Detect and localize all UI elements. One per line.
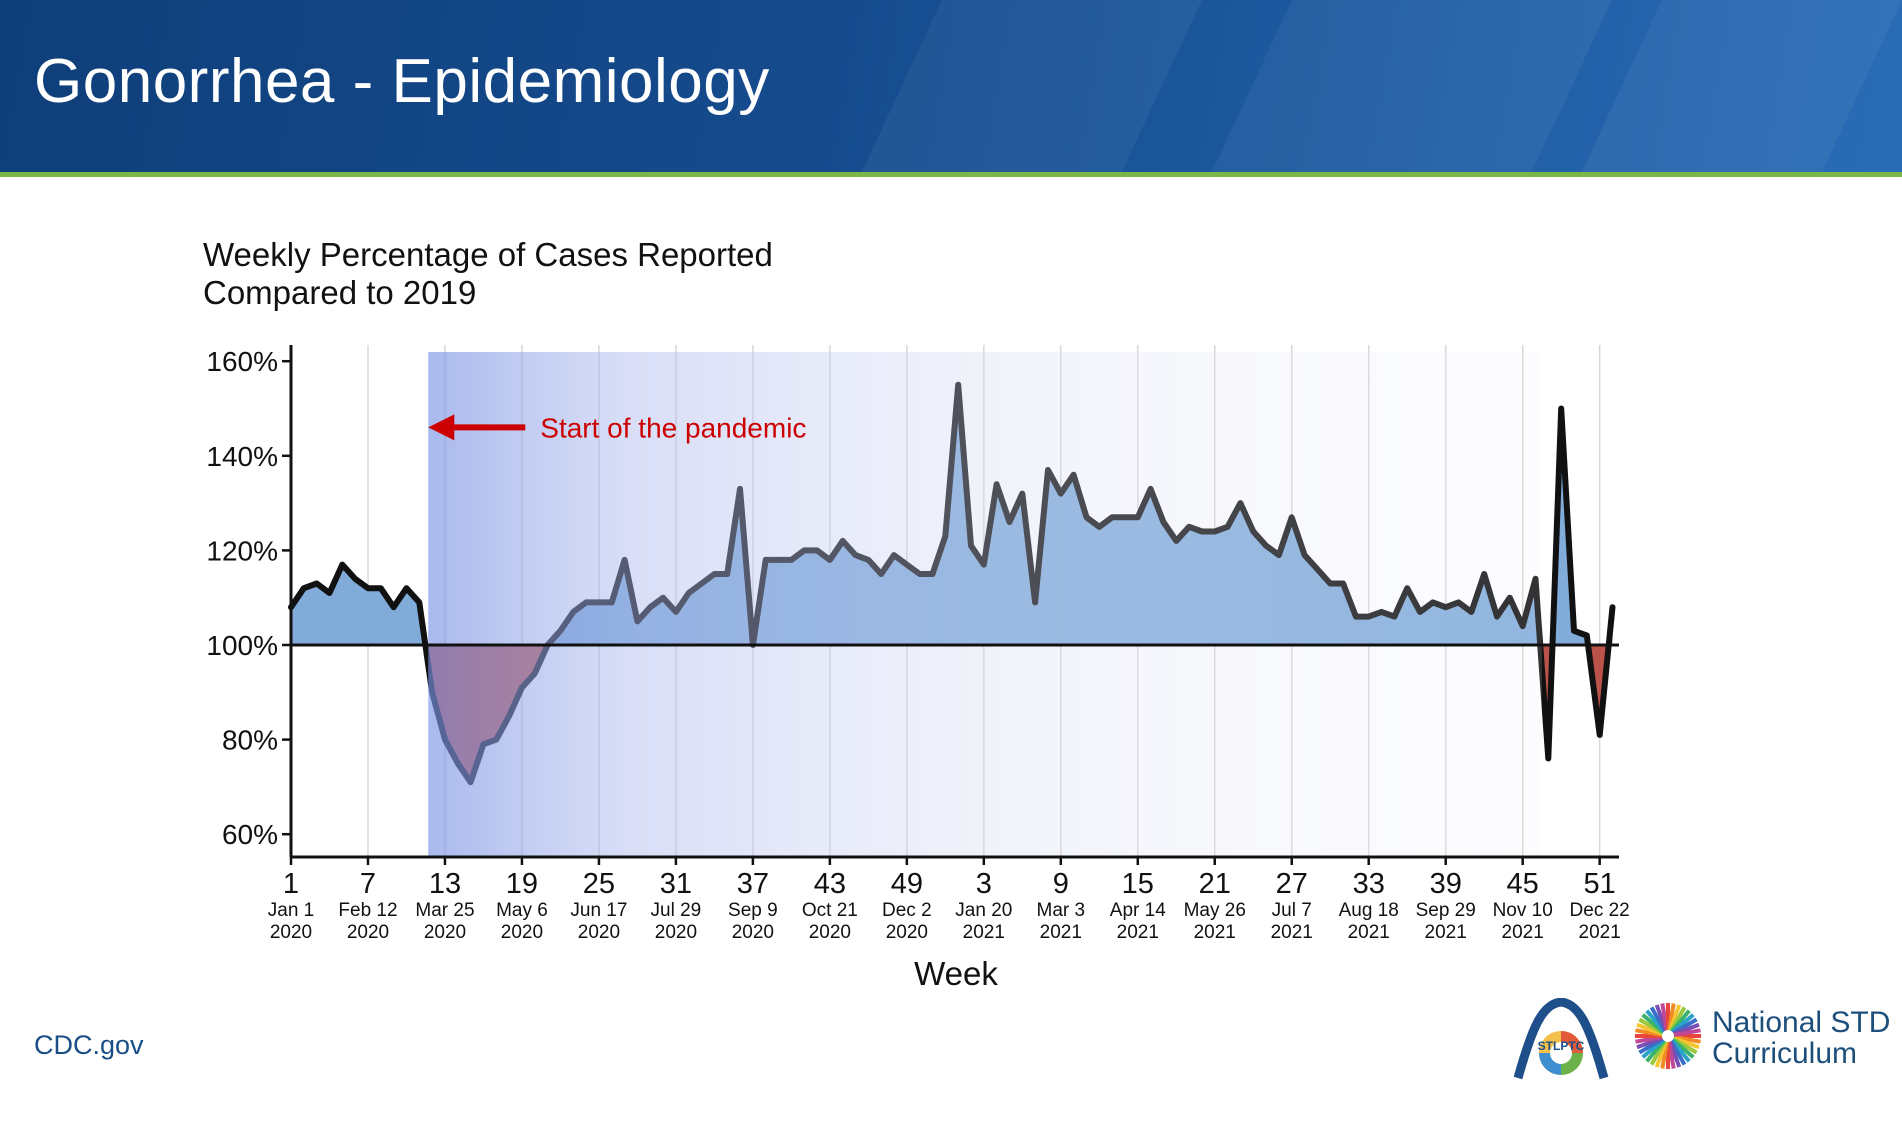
x-tick-date: Apr 14 <box>1110 900 1166 921</box>
arch-icon <box>1513 998 1609 1080</box>
x-tick-year: 2020 <box>501 922 543 943</box>
x-tick-year: 2020 <box>578 922 620 943</box>
x-tick-week: 49 <box>891 868 923 900</box>
pandemic-shaded-region <box>428 352 1542 857</box>
x-tick-year: 2020 <box>809 922 851 943</box>
annotation-text: Start of the pandemic <box>540 412 806 443</box>
y-tick-label: 80% <box>222 725 278 756</box>
x-tick-week: 45 <box>1507 868 1539 900</box>
x-tick-date: Jan 1 <box>268 900 314 921</box>
x-tick-date: Jul 7 <box>1272 900 1312 921</box>
x-tick-week: 15 <box>1122 868 1154 900</box>
x-tick-week: 43 <box>814 868 846 900</box>
x-tick-week: 51 <box>1584 868 1616 900</box>
x-tick-date: May 6 <box>496 900 548 921</box>
y-tick-label: 140% <box>206 441 278 472</box>
x-tick-date: Aug 18 <box>1339 900 1399 921</box>
x-tick-year: 2020 <box>732 922 774 943</box>
y-tick-label: 160% <box>206 346 278 377</box>
x-tick-week: 37 <box>737 868 769 900</box>
nstd-line-1: National STD <box>1712 1006 1891 1039</box>
x-tick-year: 2021 <box>1348 922 1390 943</box>
x-axis-label: Week <box>914 955 998 992</box>
y-tick-label: 60% <box>222 819 278 850</box>
stlptc-logo-text: STLPTC <box>1538 1039 1585 1053</box>
slide-title: Gonorrhea - Epidemiology <box>34 47 770 116</box>
x-tick-week: 21 <box>1199 868 1231 900</box>
x-tick-week: 13 <box>429 868 461 900</box>
x-tick-year: 2021 <box>1194 922 1236 943</box>
x-tick-date: Sep 9 <box>728 900 778 921</box>
header-banner <box>0 0 1902 172</box>
x-tick-date: Jan 20 <box>955 900 1012 921</box>
chart-title: Weekly Percentage of Cases Reported Comp… <box>203 236 903 312</box>
x-tick-week: 31 <box>660 868 692 900</box>
x-tick-year: 2021 <box>963 922 1005 943</box>
y-tick-label: 100% <box>206 630 278 661</box>
x-tick-year: 2020 <box>655 922 697 943</box>
sunburst-center <box>1662 1030 1674 1042</box>
x-tick-date: Jul 29 <box>651 900 702 921</box>
x-tick-week: 9 <box>1053 868 1069 900</box>
x-tick-year: 2021 <box>1117 922 1159 943</box>
annotation-arrow-head <box>428 414 455 441</box>
x-tick-date: Dec 2 <box>882 900 932 921</box>
x-tick-date: Sep 29 <box>1416 900 1476 921</box>
x-tick-year: 2020 <box>886 922 928 943</box>
x-tick-date: May 26 <box>1184 900 1246 921</box>
x-tick-year: 2020 <box>270 922 312 943</box>
chart-title-line-1: Weekly Percentage of Cases Reported <box>203 236 773 273</box>
chart-title-line-2: Compared to 2019 <box>203 274 477 311</box>
x-tick-date: Mar 25 <box>415 900 474 921</box>
x-tick-date: Dec 22 <box>1570 900 1630 921</box>
x-tick-year: 2020 <box>424 922 466 943</box>
x-tick-date: Jun 17 <box>570 900 627 921</box>
x-tick-date: Feb 12 <box>338 900 397 921</box>
x-tick-date: Mar 3 <box>1037 900 1086 921</box>
x-tick-week: 33 <box>1353 868 1385 900</box>
x-tick-week: 25 <box>583 868 615 900</box>
x-tick-year: 2021 <box>1271 922 1313 943</box>
header-accent-rule <box>0 172 1902 177</box>
x-tick-week: 19 <box>506 868 538 900</box>
pandemic-annotation: Start of the pandemic <box>428 412 806 443</box>
x-tick-year: 2021 <box>1502 922 1544 943</box>
x-tick-week: 39 <box>1430 868 1462 900</box>
x-tick-date: Oct 21 <box>802 900 858 921</box>
color-wheel-icon <box>1539 1031 1583 1075</box>
nstd-line-2: Curriculum <box>1712 1037 1858 1070</box>
y-tick-label: 120% <box>206 535 278 566</box>
source-credit: CDC.gov <box>34 1030 144 1060</box>
x-tick-year: 2021 <box>1425 922 1467 943</box>
x-tick-year: 2021 <box>1040 922 1082 943</box>
x-tick-week: 27 <box>1276 868 1308 900</box>
x-tick-year: 2021 <box>1579 922 1621 943</box>
x-tick-date: Nov 10 <box>1493 900 1553 921</box>
x-tick-week: 7 <box>360 868 376 900</box>
x-tick-week: 1 <box>283 868 299 900</box>
x-tick-week: 3 <box>976 868 992 900</box>
stlptc-logo: STLPTC <box>1513 998 1609 1080</box>
national-std-curriculum-logo-text: National STD Curriculum <box>1712 1007 1902 1069</box>
national-std-sunburst-icon <box>1635 1003 1701 1069</box>
x-tick-year: 2020 <box>347 922 389 943</box>
